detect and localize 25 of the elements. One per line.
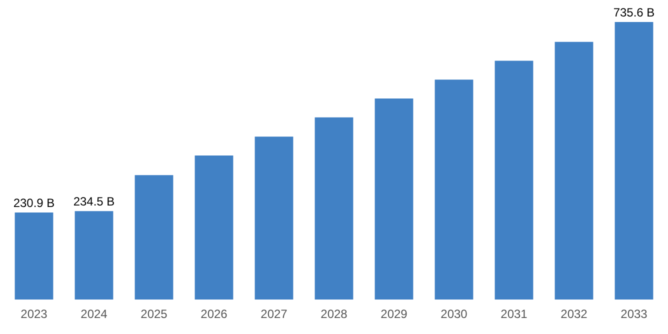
data-label: 735.6 B <box>613 5 655 20</box>
bar <box>194 155 234 300</box>
x-tick-label: 2031 <box>500 307 528 322</box>
bar <box>494 60 534 300</box>
bar <box>134 175 174 300</box>
bar <box>74 211 114 300</box>
bar <box>554 42 594 300</box>
x-tick-label: 2030 <box>440 307 468 322</box>
x-tick-label: 2027 <box>260 307 288 322</box>
data-label: 230.9 B <box>13 196 55 210</box>
data-label: 234.5 B <box>73 194 115 208</box>
bar <box>434 80 474 300</box>
x-tick-label: 2025 <box>140 307 168 322</box>
x-tick-label: 2028 <box>320 307 348 322</box>
x-tick-label: 2026 <box>200 307 228 322</box>
bar <box>374 98 414 300</box>
bar <box>314 117 354 300</box>
bar <box>614 22 654 300</box>
x-tick-label: 2023 <box>20 307 48 322</box>
bar <box>254 136 294 300</box>
x-tick-label: 2029 <box>380 307 408 322</box>
x-tick-label: 2032 <box>560 307 588 322</box>
x-tick-label: 2033 <box>620 307 648 322</box>
bar <box>14 212 54 300</box>
x-tick-label: 2024 <box>80 307 108 322</box>
